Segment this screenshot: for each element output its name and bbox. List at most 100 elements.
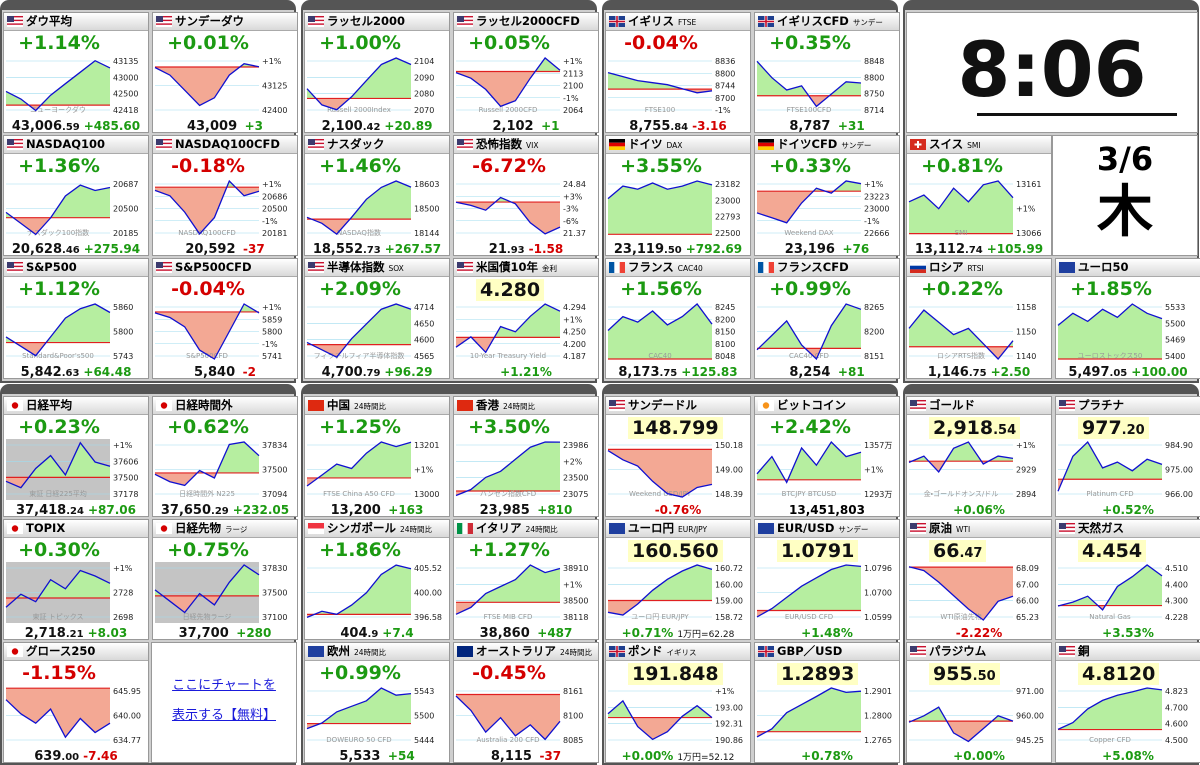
change: +20.89 <box>384 119 433 133</box>
clock-time: 8:06 <box>957 25 1147 114</box>
axis-label: -1% <box>262 217 278 226</box>
spacer <box>830 368 833 378</box>
axis-label: 20687 <box>113 180 138 189</box>
tile-footer: +0.06% <box>907 500 1051 516</box>
price-line <box>5 699 111 739</box>
axis-label: 5500 <box>1165 319 1185 328</box>
market-tile: TOPIX +0.30% +1% 2728 2698 東証 トピックス 2,718.21 +8… <box>3 519 149 640</box>
axis-label: 2698 <box>113 613 133 622</box>
axis-label: 4600 <box>414 336 434 345</box>
tile-header: グロース250 <box>4 643 148 661</box>
tile-name: ナスダック <box>327 137 385 151</box>
axis-label: 8200 <box>715 315 735 324</box>
change-pct: +1.56% <box>620 278 702 300</box>
spark-chart: 2104 2090 2080 2070 Russell 2000Index <box>306 57 434 115</box>
flag-icon <box>910 646 926 657</box>
area-down <box>909 461 1013 472</box>
axis-label: 396.58 <box>414 613 442 622</box>
flag-part <box>156 269 172 271</box>
axis-label: 645.95 <box>113 687 141 696</box>
flag-part <box>609 142 625 147</box>
market-tile: ゴールド 2,918.54 +1% 2929 2894 金・ゴールドオンス/ドル +0.06… <box>906 396 1052 517</box>
axis-label: 4.300 <box>1165 597 1188 606</box>
flag-part <box>156 139 163 145</box>
flag-part <box>457 146 473 148</box>
change: +163 <box>388 503 424 517</box>
change-pct: +0.33% <box>769 155 851 177</box>
tile-footer: 8,787 +31 <box>755 116 899 132</box>
spacer <box>830 122 833 132</box>
flag-part <box>156 262 172 273</box>
axis-label: 8150 <box>715 328 735 337</box>
tile-header: フランス CAC40 <box>606 259 750 277</box>
link-line[interactable]: ここにチャートを <box>172 678 276 693</box>
price-line <box>607 699 713 741</box>
price-dec: .75 <box>968 368 987 379</box>
tile-sub: イギリス <box>666 648 697 657</box>
watermark: 金・ゴールドオンス/ドル <box>924 489 999 498</box>
tile-footer: +0.00% 1万円=52.12 <box>606 746 750 762</box>
tile-sub: RTSI <box>967 264 984 273</box>
watermark: ナスダック100指数 <box>27 228 89 237</box>
tile-header: 恐怖指数 VIX <box>454 136 598 154</box>
spark-chart: 8836 8800 8744 8700 -1% FTSE100 <box>607 57 735 115</box>
flag-part <box>457 262 473 264</box>
flag-part <box>1059 403 1075 406</box>
tile-header: サンデーダウ <box>153 13 297 31</box>
axis-label: 20185 <box>113 229 138 238</box>
spark-chart: +1% 2929 2894 金・ゴールドオンス/ドル <box>908 441 1036 499</box>
axis-label: +1% <box>113 441 133 450</box>
price-dec: .93 <box>506 245 525 256</box>
market-tile: ビットコイン +2.42% 1357万 +1% 1293万 BTCJPY BTCUSD 13… <box>754 396 900 517</box>
flag-part <box>758 142 774 147</box>
flag-icon <box>1059 523 1075 534</box>
axis-label: +1% <box>262 180 282 189</box>
spark-chart: 5860 5800 5743 Standard&Poor's500 <box>5 303 133 361</box>
watermark: Russell 2000CFD <box>479 106 538 114</box>
flag-part <box>1059 400 1075 411</box>
flag-icon <box>308 16 324 27</box>
chart-link[interactable]: ここにチャートを 表示する【無料】 <box>152 671 296 731</box>
flag-part <box>609 523 625 534</box>
tile-name: ドイツCFD <box>777 137 838 151</box>
change-pct: +1.12% <box>18 278 100 300</box>
tile-name: 銅 <box>1078 644 1090 658</box>
flag-part <box>308 523 324 529</box>
price-line <box>306 564 412 619</box>
flag-icon <box>308 262 324 273</box>
quote-int: 66 <box>933 540 960 562</box>
area-down <box>757 348 861 359</box>
spark-chart: +1% 2728 2698 東証 トピックス <box>5 562 133 623</box>
watermark: Weekend USD/JPY <box>629 490 692 498</box>
axis-label: 4650 <box>414 319 434 328</box>
flag-part <box>910 646 917 652</box>
area-up <box>6 442 110 478</box>
axis-label: 8151 <box>864 352 884 361</box>
price: 8,173 <box>618 365 660 379</box>
flag-part <box>308 23 324 25</box>
axis-label: 1150 <box>1016 328 1036 337</box>
price-line <box>154 441 260 487</box>
change: -2 <box>242 365 256 379</box>
flag-icon <box>758 646 774 657</box>
change-pct: +0.22% <box>921 278 1003 300</box>
price-dec: .46 <box>62 245 80 256</box>
flag-part <box>308 16 324 27</box>
flag-part <box>910 269 926 273</box>
tile-header: シンガポール 24時間比 <box>305 520 449 538</box>
flag-part <box>7 262 23 264</box>
axis-label: 67.00 <box>1016 580 1039 589</box>
quote-price: 1.0791 <box>777 540 859 562</box>
axis-label: 2100 <box>563 82 583 91</box>
change-pct: +3.50% <box>468 416 550 438</box>
price-dec: .05 <box>1109 368 1128 379</box>
flag-part <box>156 16 172 18</box>
link-line[interactable]: 表示する【無料】 <box>171 708 276 723</box>
flag-icon <box>7 523 23 534</box>
tile-name: 欧州 <box>327 644 350 658</box>
tile-footer: +5.08% <box>1056 746 1200 762</box>
watermark: NASDAQ指数 <box>337 228 381 237</box>
flag-part <box>7 23 23 25</box>
price-line <box>756 60 862 108</box>
date-panel: 3/6 木 <box>1052 135 1198 256</box>
